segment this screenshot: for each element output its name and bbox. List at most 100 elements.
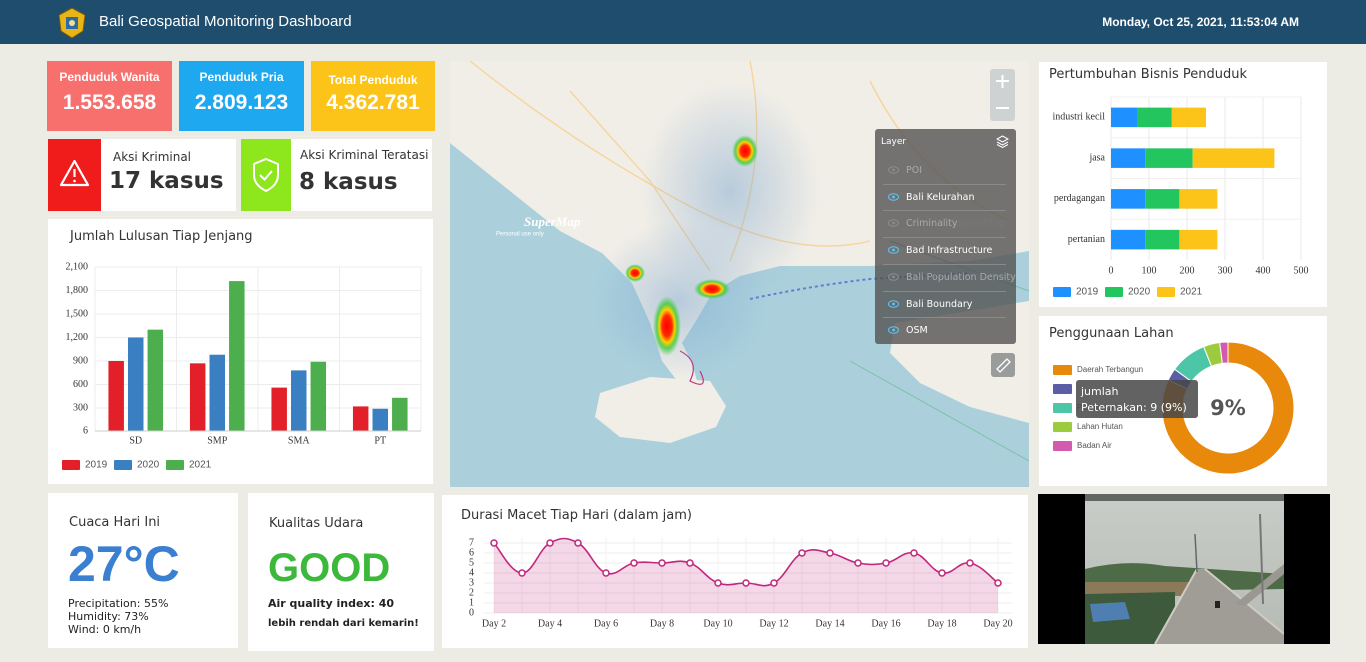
crime-card: Aksi Kriminal 17 kasus [48,139,236,211]
chart-panel: Jumlah Lulusan Tiap Jenjang 6 300 600 900 1,… [48,219,433,484]
layer-item[interactable]: POI [875,158,1016,184]
bar-segment [1179,229,1218,250]
point [854,559,862,567]
pupil [892,248,895,252]
layers-icon [996,135,1009,148]
layer-item[interactable]: OSM [875,318,1016,344]
point [938,569,946,577]
point [826,549,834,557]
point [574,539,582,547]
y-tick-label: 1,500 [66,308,89,319]
eye-icon [888,326,899,334]
x-tick-label: Day 8 [650,618,674,629]
x-tick-label: 400 [1256,265,1271,276]
point [770,579,778,587]
weather-line: Humidity: 73% [68,610,149,623]
legend-swatch [1053,287,1071,297]
stat-value: 2.809.123 [194,91,289,114]
zoom-control[interactable] [990,69,1015,121]
pupil [892,328,895,332]
legend-swatch [1053,422,1072,432]
pupil [892,302,895,305]
layer-name: Bad Infrastructure [906,245,993,257]
legend-swatch [166,460,184,470]
x-tick-label: 300 [1218,265,1233,276]
legend-label: Lahan Hutan [1077,422,1123,431]
bar [392,397,408,431]
layer-name: Bali Boundary [906,298,973,310]
area [494,538,998,613]
bar [352,406,369,431]
x-tick-label: SMA [288,435,310,446]
y-tick-label: pertanian [1068,234,1105,245]
legend-label: 2020 [137,460,160,471]
layer-name: POI [906,165,923,176]
x-tick-label: Day 6 [594,618,618,629]
layer-item[interactable]: Bali Boundary [875,292,1016,318]
weather-card: Cuaca Hari Ini 27°C Precipitation: 55% H… [48,493,238,648]
density [590,221,770,381]
bar [310,361,327,431]
logo [58,7,86,39]
legend-label: Badan Air [1077,441,1112,450]
map[interactable]: SuperMap Personal use only SuperMap Laye… [450,61,1029,487]
pupil [892,195,895,199]
crime-label: Aksi Kriminal Teratasi [300,148,429,162]
header: Bali Geospatial Monitoring Dashboard Mon… [0,0,1366,44]
eye [888,219,899,228]
eye-icon [888,219,899,228]
point [966,559,974,567]
camera-image [1085,494,1284,644]
chart-title: Durasi Macet Tiap Hari (dalam jam) [461,508,692,523]
eye-icon [888,192,899,201]
y-tick-label: 3 [469,577,474,588]
eye [888,299,899,308]
point [490,539,498,547]
y-tick-label: 4 [469,567,474,578]
layer-name: Bali Kelurahan [906,191,975,203]
legend-label: 2021 [1180,287,1203,298]
bar [372,408,388,431]
bar-segment [1171,107,1206,128]
pupil [892,275,895,279]
air-note: lebih rendah dari kemarin! [268,618,419,629]
measure-button[interactable] [991,353,1015,377]
shield-icon [253,157,279,193]
point [742,579,750,587]
y-tick-label: 5 [469,557,474,568]
layer-item[interactable]: Bali Kelurahan [875,185,1016,211]
x-tick-label: 100 [1142,265,1157,276]
eye [888,166,899,174]
layer-name: Criminality [906,218,958,230]
layer-item[interactable]: Criminality [875,211,1016,237]
heat-spot [694,279,730,299]
weather-line: Wind: 0 km/h [68,623,142,636]
chart-title: Pertumbuhan Bisnis Penduduk [1049,67,1247,82]
x-tick-label: Day 16 [871,618,900,629]
layer-item[interactable]: Bad Infrastructure [875,238,1016,264]
bar [271,387,287,431]
pupil [892,168,895,172]
bar-segment [1111,107,1138,128]
y-tick-label: 600 [73,379,88,390]
stacked-bar-chart: 0 100 200 300 400 500 industri kecil jasa perdag… [1053,96,1309,298]
bar-segment [1179,189,1218,209]
point [658,559,666,567]
point [630,559,638,567]
legend-swatch [114,460,132,470]
legend-label: Daerah Terbangun [1077,365,1143,374]
legend-label: 2020 [1128,287,1151,298]
center-label: 9% [1210,396,1246,420]
y-tick-label: industri kecil [1053,112,1106,123]
layer-item[interactable]: Bali Population Density [875,265,1016,291]
camera-feed[interactable] [1038,494,1330,644]
x-tick-label: Day 4 [538,618,562,629]
eye [888,192,899,201]
crime-value: 17 kasus [109,168,224,194]
y-tick-label: 0 [469,607,474,618]
x-tick-label: 0 [1109,265,1114,276]
layer-panel[interactable]: Layer POI Bali Kelurahan Criminality Bad In… [875,129,1016,344]
eye [888,272,899,281]
stat-label: Total Penduduk [328,73,418,87]
point [910,549,918,557]
